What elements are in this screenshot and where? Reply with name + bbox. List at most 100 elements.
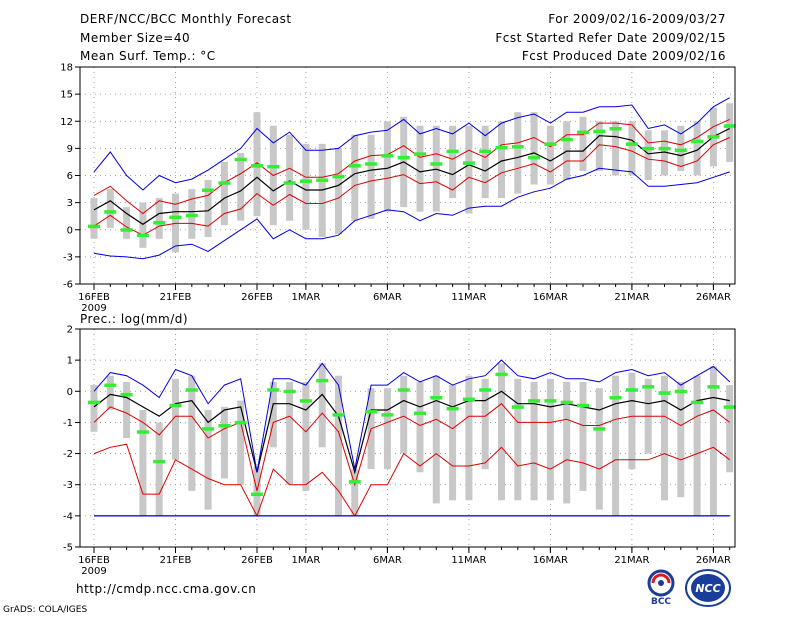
member-marker xyxy=(234,420,247,425)
x-tick-label: 16MAR xyxy=(533,292,568,303)
plot-frame xyxy=(79,328,736,548)
spread-box xyxy=(563,381,571,504)
spread-box xyxy=(302,143,310,230)
spread-box xyxy=(628,372,636,470)
member-marker xyxy=(674,148,687,153)
spread-box xyxy=(449,125,457,199)
spread-box xyxy=(498,363,505,501)
member-marker xyxy=(185,213,198,218)
member-marker xyxy=(218,424,231,428)
spread-box xyxy=(286,381,294,485)
member-marker xyxy=(674,389,687,394)
member-marker xyxy=(577,130,589,135)
member-marker xyxy=(593,129,606,134)
member-marker xyxy=(267,388,280,392)
member-marker xyxy=(414,411,426,416)
spread-box xyxy=(693,121,701,176)
spread-box xyxy=(383,388,391,470)
member-marker xyxy=(511,405,524,409)
y-tick-label: -5 xyxy=(63,543,73,554)
spread-box xyxy=(644,130,652,181)
member-marker xyxy=(316,378,329,383)
spread-box xyxy=(139,202,147,248)
member-marker xyxy=(511,145,524,149)
member-marker xyxy=(691,139,704,144)
member-marker xyxy=(544,142,557,146)
spread-box xyxy=(514,378,522,501)
member-marker xyxy=(528,155,541,160)
grads-credit: GrADS: COLA/IGES xyxy=(3,605,88,615)
spread-box xyxy=(318,363,326,448)
spread-box xyxy=(237,152,245,221)
member-marker xyxy=(316,178,329,183)
member-marker xyxy=(397,388,410,392)
member-marker xyxy=(104,210,117,214)
variable-label: Mean Surf. Temp.: °C xyxy=(80,49,216,63)
member-marker xyxy=(609,126,622,131)
series-line-lower-spread xyxy=(93,443,731,518)
series-line-mean xyxy=(93,127,730,226)
spread-box xyxy=(383,121,391,212)
precip-label: Prec.: log(mm/d) xyxy=(80,312,189,326)
spread-box xyxy=(123,207,131,239)
spread-box xyxy=(546,125,554,185)
member-marker xyxy=(479,388,492,392)
spread-box xyxy=(726,103,734,162)
member-marker xyxy=(544,399,557,403)
member-marker xyxy=(283,181,296,185)
spread-box xyxy=(204,180,212,237)
y-tick-label: 3 xyxy=(67,198,73,209)
member-marker xyxy=(299,179,312,183)
member-marker xyxy=(397,155,410,160)
spread-box xyxy=(204,409,212,510)
member-marker xyxy=(495,372,508,377)
spread-box xyxy=(481,378,489,470)
member-marker xyxy=(120,392,133,397)
spread-box xyxy=(367,134,375,219)
series-line-upper-spread xyxy=(93,118,730,215)
spread-box xyxy=(90,198,98,239)
x-tick-label: 21FEB xyxy=(160,555,192,566)
member-marker xyxy=(267,164,280,169)
member-marker xyxy=(462,161,475,165)
y-tick-label: -3 xyxy=(63,480,73,491)
member-marker xyxy=(446,149,459,154)
spread-box xyxy=(416,125,424,212)
produced-date: Fcst Produced Date 2009/02/16 xyxy=(521,49,726,63)
member-marker xyxy=(430,162,443,166)
spread-box xyxy=(286,134,294,221)
spread-box xyxy=(595,388,603,510)
chart-title: DERF/NCC/BCC Monthly Forecast xyxy=(80,12,292,26)
member-marker xyxy=(381,413,394,417)
spread-box xyxy=(302,381,310,491)
y-tick-label: -1 xyxy=(63,418,73,429)
footer-url[interactable]: http://cmdp.ncc.cma.gov.cn xyxy=(76,582,257,596)
member-marker xyxy=(169,403,182,408)
y-tick-label: 2 xyxy=(67,325,73,336)
member-marker xyxy=(479,149,492,154)
member-marker xyxy=(723,124,736,128)
member-marker xyxy=(202,427,215,431)
spread-box xyxy=(123,381,131,438)
y-tick-label: 0 xyxy=(67,225,73,236)
ncc-logo-text: NCC xyxy=(695,582,720,595)
bcc-logo: BCC xyxy=(647,569,675,606)
spread-box xyxy=(416,381,424,473)
y-tick-label: 0 xyxy=(67,387,73,398)
member-marker xyxy=(136,233,149,238)
spread-box xyxy=(220,161,228,226)
member-marker xyxy=(348,480,361,484)
member-marker xyxy=(625,142,638,146)
spread-box xyxy=(155,198,163,239)
member-marker xyxy=(332,413,345,417)
spread-box xyxy=(628,121,636,176)
member-marker xyxy=(414,152,426,156)
spread-box xyxy=(400,375,408,454)
spread-box xyxy=(530,381,538,501)
spread-box xyxy=(595,121,603,171)
member-marker xyxy=(642,146,655,151)
member-marker xyxy=(348,164,361,168)
y-tick-label: -4 xyxy=(63,511,73,522)
x-tick-year: 2009 xyxy=(81,303,106,314)
member-marker xyxy=(381,154,394,158)
